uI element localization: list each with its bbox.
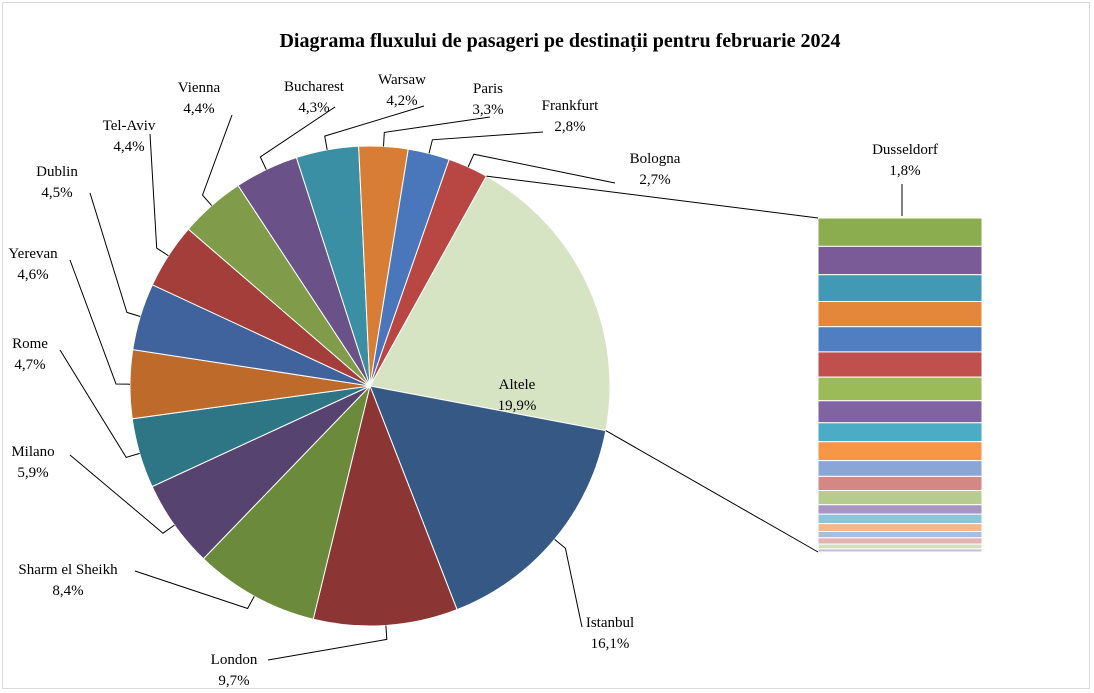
bar-segment-18 — [817, 537, 983, 545]
bar-segment-14 — [817, 504, 983, 515]
data-label-value-dublin: 4,5% — [41, 185, 72, 201]
data-label-name-dusseldorf: Dusseldorf — [872, 142, 938, 158]
pie — [129, 145, 611, 627]
data-label-name-sharm-el-sheikh: Sharm el Sheikh — [18, 562, 118, 578]
leader-line-dublin — [89, 192, 141, 317]
leader-line-warsaw — [324, 105, 425, 150]
leader-line-milano — [69, 454, 175, 534]
pie-slice-istanbul — [369, 385, 607, 611]
bar-segment-8 — [817, 400, 983, 424]
data-label-value-bucharest: 4,3% — [298, 100, 329, 116]
leader-line-yerevan — [69, 259, 131, 385]
data-label-value-vienna: 4,4% — [183, 101, 214, 117]
bar-segment-13 — [817, 490, 983, 506]
leader-line-sharm-el-sheikh — [134, 570, 255, 610]
bar-segment-20 — [817, 548, 983, 553]
leader-line-tel-aviv — [149, 133, 169, 257]
data-label-name-istanbul: Istanbul — [586, 615, 634, 631]
data-label-value-london: 9,7% — [218, 673, 249, 689]
bar-segment-6 — [817, 351, 983, 378]
pie-slice-altele — [369, 175, 611, 432]
data-label-name-milano: Milano — [11, 444, 54, 460]
bar-segment-11 — [817, 460, 983, 477]
data-label-value-milano: 5,9% — [17, 465, 48, 481]
bar-segment-12 — [817, 475, 983, 492]
leader-line-frankfurt — [428, 131, 544, 154]
bar-segment-15 — [817, 513, 983, 525]
connector-line-bottom — [605, 430, 819, 553]
data-label-name-bologna: Bologna — [630, 151, 681, 167]
leader-line-london — [267, 625, 388, 661]
data-label-name-yerevan: Yerevan — [8, 246, 58, 262]
data-label-value-warsaw: 4,2% — [386, 93, 417, 109]
bar-segment-2 — [817, 245, 983, 276]
data-label-name-tel-aviv: Tel-Aviv — [103, 118, 156, 134]
data-label-value-rome: 4,7% — [14, 357, 45, 373]
data-label-name-rome: Rome — [12, 336, 48, 352]
data-label-name-paris: Paris — [473, 81, 503, 97]
data-label-value-altele: 19,9% — [498, 398, 537, 414]
data-label-value-dusseldorf: 1,8% — [889, 163, 920, 179]
data-label-value-sharm-el-sheikh: 8,4% — [52, 583, 83, 599]
data-label-value-yerevan: 4,6% — [17, 267, 48, 283]
bar-segment-4 — [817, 301, 983, 328]
leader-line-istanbul — [554, 539, 583, 628]
data-label-name-bucharest: Bucharest — [284, 79, 345, 95]
data-label-value-paris: 3,3% — [472, 102, 503, 118]
bar-segment-5 — [817, 326, 983, 353]
connector-line-top — [486, 175, 819, 219]
data-label-name-vienna: Vienna — [178, 80, 221, 96]
bar-segment-19 — [817, 543, 983, 550]
bar-segment-17 — [817, 531, 983, 539]
leader-line-paris — [383, 116, 491, 147]
data-label-value-bologna: 2,7% — [639, 172, 670, 188]
data-label-name-dublin: Dublin — [36, 164, 78, 180]
data-label-value-tel-aviv: 4,4% — [113, 139, 144, 155]
breakdown-bar — [817, 217, 983, 553]
bar-segment-9 — [817, 422, 983, 443]
data-label-name-warsaw: Warsaw — [378, 72, 426, 88]
data-label-value-istanbul: 16,1% — [591, 636, 630, 652]
data-label-name-london: London — [211, 652, 258, 668]
data-label-name-frankfurt: Frankfurt — [542, 98, 599, 114]
leader-line-vienna — [201, 114, 233, 206]
bar-segment-16 — [817, 523, 983, 533]
data-label-name-altele: Altele — [499, 377, 536, 393]
pie-slice-london — [312, 384, 458, 627]
bar-segment-1 — [817, 217, 983, 247]
leader-line-bologna — [467, 153, 616, 184]
bar-segment-10 — [817, 441, 983, 462]
bar-segment-3 — [817, 274, 983, 303]
pie-slice-sharm-el-sheikh — [202, 384, 371, 620]
leader-line-rome — [59, 349, 140, 458]
leader-line-bucharest — [259, 106, 336, 170]
pie-labels: Altele 19,9% Istanbul 16,1% London 9,7% Sharm … — [8, 72, 680, 689]
chart-title: Diagrama fluxului de pasageri pe destina… — [279, 30, 841, 52]
bar-segment-7 — [817, 376, 983, 402]
data-label-value-frankfurt: 2,8% — [554, 119, 585, 135]
